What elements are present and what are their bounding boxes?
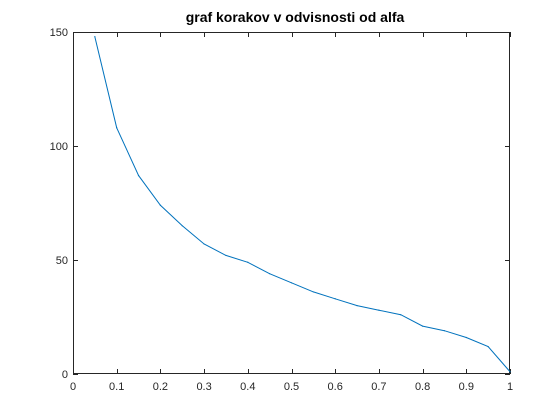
axes-layer: 0 0.1 0.2 0.3 0.4 0.5 0.6 0.7 0.8 0.9 1 0 50 100 150 — [50, 27, 513, 393]
series-line — [94, 36, 511, 373]
x-tick-label: 0.4 — [240, 381, 255, 393]
data-point — [378, 309, 380, 311]
x-tick-label: 0.6 — [328, 381, 343, 393]
x-tick-label: 0.1 — [109, 381, 124, 393]
x-tick-label: 0 — [70, 381, 76, 393]
data-point — [225, 254, 227, 257]
data-point — [356, 305, 358, 307]
y-tick-label: 0 — [62, 369, 68, 381]
data-point — [509, 371, 511, 373]
x-tick-label: 1 — [507, 381, 513, 393]
data-point — [422, 325, 424, 327]
axes-box — [73, 32, 510, 374]
data-point — [203, 243, 205, 245]
y-tick-label: 150 — [50, 27, 68, 39]
plot-area — [73, 32, 510, 374]
data-point — [400, 314, 402, 316]
series-layer — [94, 35, 511, 373]
data-point — [312, 291, 314, 293]
y-tick-label: 50 — [56, 255, 68, 267]
data-point — [159, 204, 161, 206]
x-tick-label: 0.5 — [284, 381, 299, 393]
y-tick-label: 100 — [50, 141, 68, 153]
data-point — [269, 273, 271, 275]
x-tick-label: 0.7 — [371, 381, 386, 393]
x-tick-label: 0.2 — [153, 381, 168, 393]
data-point — [290, 282, 293, 284]
x-tick-label: 0.8 — [415, 381, 430, 393]
data-point — [443, 330, 446, 332]
data-point — [247, 261, 249, 263]
data-point — [137, 175, 140, 177]
x-tick-label: 0.9 — [459, 381, 474, 393]
data-point — [181, 225, 183, 227]
data-point — [487, 346, 489, 348]
data-point — [116, 127, 118, 129]
data-point — [334, 298, 336, 300]
data-point — [94, 35, 96, 38]
x-tick-label: 0.3 — [196, 381, 211, 393]
chart-title: graf korakov v odvisnosti od alfa — [186, 9, 405, 25]
data-point — [465, 336, 467, 339]
